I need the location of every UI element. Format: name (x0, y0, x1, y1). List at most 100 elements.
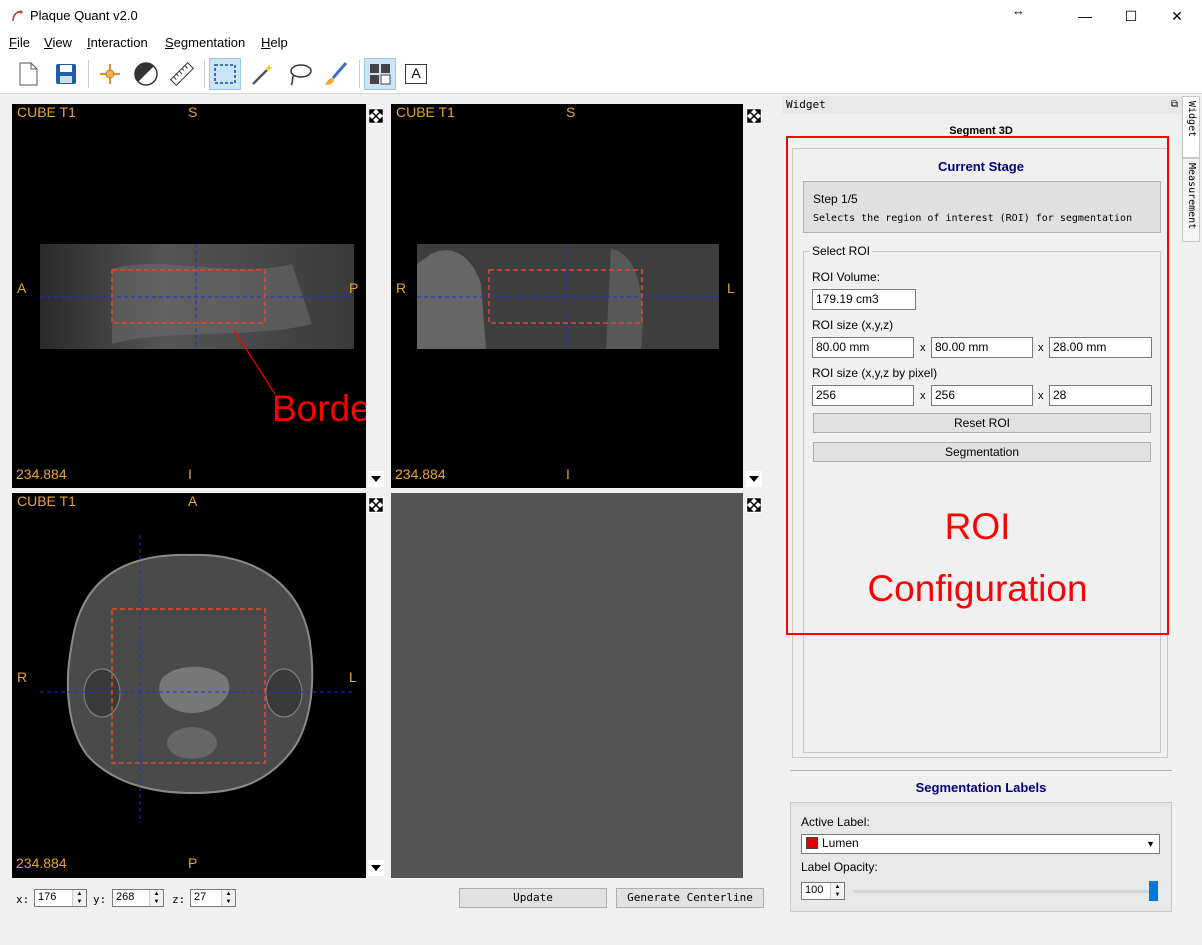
ruler-icon[interactable] (166, 58, 198, 90)
chevron-down-icon[interactable]: ▼ (1146, 839, 1155, 849)
close-button[interactable]: ✕ (1171, 7, 1183, 24)
toolbar: A (0, 54, 1202, 94)
maximize-viewport-icon[interactable] (368, 108, 384, 124)
roi-size-z-field[interactable]: 28.00 mm (1049, 337, 1152, 358)
roi-pixel-z-field[interactable]: 28 (1049, 385, 1152, 406)
spin-arrows-icon[interactable]: ▲ ▼ (830, 883, 844, 899)
spin-arrows-icon[interactable]: ▲ ▼ (72, 890, 86, 906)
viewport-3d[interactable] (391, 493, 743, 878)
viewport-series-label: CUBE T1 (17, 493, 76, 509)
orientation-bottom: P (188, 855, 198, 871)
segment-3d-panel: Segment 3D Current Stage Step 1/5 Select… (782, 114, 1180, 766)
roi-border[interactable] (488, 269, 643, 324)
x-coord-label: x: (16, 893, 30, 906)
maximize-viewport-icon[interactable] (368, 497, 384, 513)
opacity-slider-handle[interactable] (1149, 881, 1158, 901)
opacity-spinbox[interactable]: 100 ▲ ▼ (801, 882, 845, 900)
opacity-value: 100 (805, 884, 824, 896)
menu-view[interactable]: View (44, 35, 72, 50)
opacity-slider-track[interactable] (853, 890, 1153, 893)
border-annotation: Border (272, 388, 366, 429)
roi-pixel-label: ROI size (x,y,z by pixel) (812, 366, 938, 380)
roi-pixel-x-field[interactable]: 256 (812, 385, 914, 406)
text-annotation-icon[interactable]: A (400, 58, 432, 90)
resize-icon[interactable]: ↔ (1012, 3, 1025, 18)
toolbar-separator (204, 60, 205, 88)
lasso-icon[interactable] (283, 58, 315, 90)
rectangle-select-icon[interactable] (209, 58, 241, 90)
viewport-sagittal[interactable]: CUBE T1 S A P I 234.884 Border (12, 104, 366, 488)
orientation-top: S (566, 104, 576, 120)
orientation-left: R (17, 669, 28, 685)
tab-widget[interactable]: Widget (1182, 96, 1200, 158)
x-coord-value: 176 (38, 891, 57, 903)
layout-grid-icon[interactable] (364, 58, 396, 90)
brush-icon[interactable] (320, 58, 352, 90)
orientation-right: P (349, 280, 359, 296)
orientation-left: R (396, 280, 407, 296)
maximize-button[interactable]: ☐ (1124, 7, 1138, 24)
minimize-button[interactable]: — (1078, 8, 1092, 24)
roi-border[interactable] (111, 269, 266, 324)
undock-icon[interactable]: ⧉ (1170, 99, 1178, 110)
new-document-icon[interactable] (12, 58, 44, 90)
select-roi-label: Select ROI (810, 244, 873, 258)
viewport-series-label: CUBE T1 (396, 104, 455, 120)
x-separator: x (920, 342, 926, 354)
segmentation-labels-title: Segmentation Labels (915, 780, 1047, 795)
roi-volume-field[interactable]: 179.19 cm3 (812, 289, 916, 310)
roi-border[interactable] (111, 608, 266, 764)
save-icon[interactable] (50, 58, 82, 90)
roi-pixel-y-field[interactable]: 256 (931, 385, 1033, 406)
orientation-right: L (349, 669, 357, 685)
roi-size-y-field[interactable]: 80.00 mm (931, 337, 1033, 358)
title-bar: Plaque Quant v2.0 ↔ — ☐ ✕ (0, 0, 1202, 32)
update-button[interactable]: Update (459, 888, 607, 908)
viewport-menu-icon[interactable] (746, 471, 762, 487)
roi-annotation-line1: ROI (944, 506, 1011, 547)
panel-title: Segment 3D (949, 125, 1013, 137)
window-level-icon[interactable] (130, 58, 162, 90)
menu-help[interactable]: Help (261, 35, 288, 50)
mri-image (40, 244, 354, 395)
z-coord-spinbox[interactable]: 27 ▲ ▼ (190, 889, 236, 907)
active-label-caption: Active Label: (801, 815, 870, 829)
step-box: Step 1/5 Selects the region of interest … (803, 181, 1161, 233)
toolbar-separator (359, 60, 360, 88)
generate-centerline-button[interactable]: Generate Centerline (616, 888, 764, 908)
y-coord-value: 268 (116, 891, 135, 903)
spin-arrows-icon[interactable]: ▲ ▼ (221, 890, 235, 906)
divider (790, 770, 1172, 771)
maximize-viewport-icon[interactable] (746, 108, 762, 124)
app-logo-icon (9, 8, 25, 24)
viewport-coronal[interactable]: CUBE T1 S R L I 234.884 (391, 104, 743, 488)
active-label-select[interactable]: Lumen ▼ (801, 834, 1160, 854)
maximize-viewport-icon[interactable] (746, 497, 762, 513)
magic-wand-icon[interactable] (247, 58, 279, 90)
viewport-menu-icon[interactable] (368, 471, 384, 487)
roi-annotation-line2: Configuration (867, 568, 1088, 609)
toolbar-separator (88, 60, 89, 88)
menu-interaction[interactable]: Interaction (87, 35, 148, 50)
viewport-axial[interactable]: CUBE T1 A R L P 234.884 (12, 493, 366, 878)
roi-configuration-highlight (786, 136, 1169, 635)
step-description: Selects the region of interest (ROI) for… (813, 213, 1133, 224)
y-coord-spinbox[interactable]: 268 ▲ ▼ (112, 889, 164, 907)
viewport-menu-icon[interactable] (368, 860, 384, 876)
segmentation-button[interactable]: Segmentation (813, 442, 1151, 462)
window-value: 234.884 (395, 466, 446, 482)
crosshair-icon[interactable] (94, 58, 126, 90)
z-coord-value: 27 (194, 891, 207, 903)
select-roi-group: Select ROI ROI Volume: 179.19 cm3 ROI si… (803, 244, 1161, 753)
menu-file[interactable]: File (9, 35, 30, 50)
x-coord-spinbox[interactable]: 176 ▲ ▼ (34, 889, 87, 907)
y-coord-label: y: (93, 893, 107, 906)
tab-measurement[interactable]: Measurement (1182, 158, 1200, 242)
x-separator: x (1038, 342, 1044, 354)
orientation-right: L (727, 280, 735, 296)
menu-segmentation[interactable]: Segmentation (165, 35, 246, 50)
step-label: Step 1/5 (813, 192, 858, 206)
roi-size-x-field[interactable]: 80.00 mm (812, 337, 914, 358)
spin-arrows-icon[interactable]: ▲ ▼ (149, 890, 163, 906)
reset-roi-button[interactable]: Reset ROI (813, 413, 1151, 433)
